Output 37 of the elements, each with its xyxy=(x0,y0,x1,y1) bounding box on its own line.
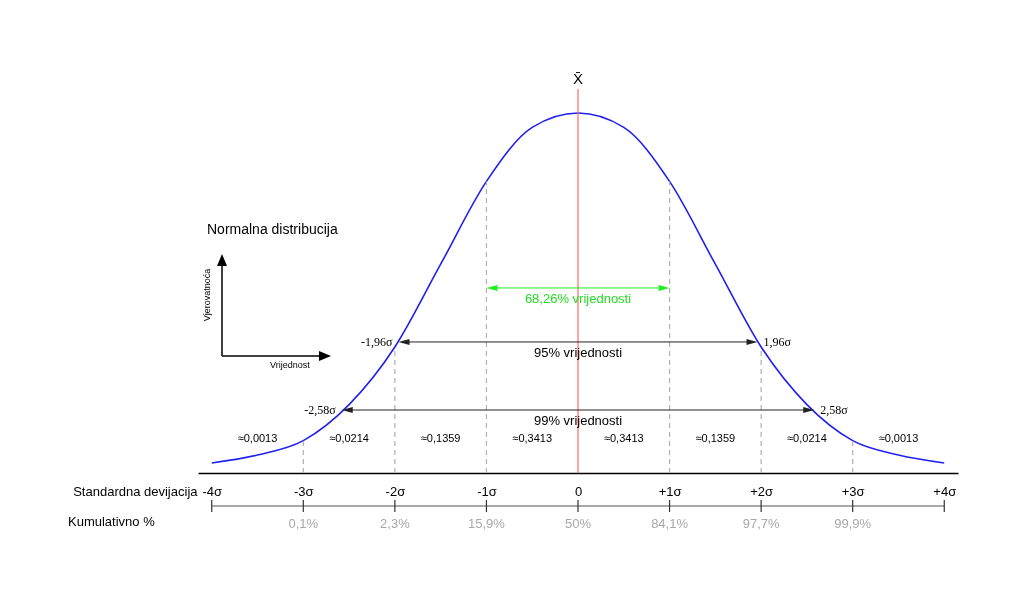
annotation: ≈0,0013 xyxy=(878,432,919,444)
annotation: Vrijednost xyxy=(270,360,310,370)
x-tick-label: +4σ xyxy=(933,483,957,499)
text: 84,1% xyxy=(651,516,689,531)
text: Normalna distribucija xyxy=(207,221,338,237)
annotation: -1,96σ xyxy=(361,334,394,349)
text: 99,9% xyxy=(834,516,872,531)
x-tick-label: +3σ xyxy=(841,483,865,499)
x-axis-title: Standardna devijacija xyxy=(73,483,199,499)
x-tick-label: +2σ xyxy=(750,483,774,499)
annotation: Vjerovatnoća xyxy=(202,267,212,324)
x-tick-label: 0 xyxy=(574,483,583,499)
x-tick-label: -2σ xyxy=(385,483,406,499)
annotation: ≈0,1359 xyxy=(695,432,736,444)
text: 97,7% xyxy=(742,516,780,531)
x-tick-label: -4σ xyxy=(202,483,223,499)
text: Kumulativno % xyxy=(68,514,155,529)
annotation: ≈0,3413 xyxy=(512,432,553,444)
text: 50% xyxy=(564,516,592,531)
annotation: ≈0,0013 xyxy=(237,432,278,444)
annotation: ≈0,0214 xyxy=(787,432,827,444)
annotation: ≈0,3413 xyxy=(603,432,644,444)
x-tick-label: -3σ xyxy=(294,483,314,499)
x-tick-label: +1σ xyxy=(658,483,682,499)
annotation: -2,58σ xyxy=(304,403,337,417)
annotation: 1,96σ xyxy=(763,334,792,349)
annotation: ≈0,1359 xyxy=(420,432,461,444)
ref-line-label: X̄ xyxy=(572,69,584,87)
annotation: 2,58σ xyxy=(820,403,849,417)
annotation: 99% vrijednosti xyxy=(533,413,623,428)
text: 15,9% xyxy=(468,516,506,531)
x-tick-label: -1σ xyxy=(477,483,497,499)
text: 0,1% xyxy=(288,516,319,531)
annotation: 68,26% vrijednosti xyxy=(524,290,632,306)
annotation: 95% vrijednosti xyxy=(533,344,623,360)
text: 2,3% xyxy=(380,516,411,531)
annotation: ≈0,0214 xyxy=(329,432,369,444)
